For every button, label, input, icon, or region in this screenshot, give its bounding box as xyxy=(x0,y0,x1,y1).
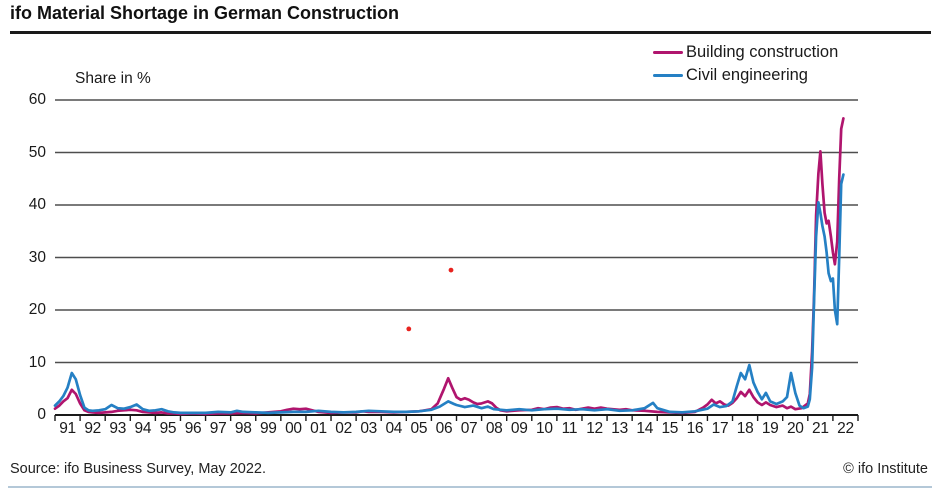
civil-engineering-line-swatch xyxy=(653,73,683,78)
copyright-note: © ifo Institute xyxy=(843,461,928,477)
x-tick-label-99: 99 xyxy=(259,420,277,437)
x-tick-label-22: 22 xyxy=(837,420,854,437)
x-tick-label-15: 15 xyxy=(661,420,679,437)
x-tick-label-11: 11 xyxy=(561,420,578,437)
x-tick-label-06: 06 xyxy=(435,420,453,437)
x-tick-label-12: 12 xyxy=(586,420,603,437)
page-title: ifo Material Shortage in German Construc… xyxy=(10,3,400,23)
legend: Building construction Civil engineering xyxy=(653,41,838,87)
source-note: Source: ifo Business Survey, May 2022. xyxy=(10,461,267,477)
legend-item-civil-engineering: Civil engineering xyxy=(653,64,838,87)
x-tick-label-05: 05 xyxy=(410,420,428,437)
x-tick-label-13: 13 xyxy=(611,420,628,437)
x-tick-label-20: 20 xyxy=(786,420,804,437)
legend-label-civil-engineering: Civil engineering xyxy=(686,66,808,84)
x-tick-label-10: 10 xyxy=(536,420,553,437)
building-construction-line-swatch xyxy=(653,50,683,55)
x-tick-label-98: 98 xyxy=(234,420,252,437)
legend-label-building-construction: Building construction xyxy=(686,43,839,61)
title-divider xyxy=(10,31,931,34)
series-line-civil-engineering xyxy=(53,173,845,415)
x-tick-label-96: 96 xyxy=(184,420,202,437)
y-tick-label-60: 60 xyxy=(28,91,46,108)
x-tick-label-93: 93 xyxy=(109,420,127,437)
x-tick-label-08: 08 xyxy=(485,420,503,437)
x-tick-label-07: 07 xyxy=(460,420,478,437)
x-tick-label-92: 92 xyxy=(84,420,101,437)
x-tick-label-14: 14 xyxy=(636,420,654,437)
y-tick-label-30: 30 xyxy=(28,248,46,266)
x-tick-label-17: 17 xyxy=(711,420,729,437)
y-tick-label-40: 40 xyxy=(28,196,46,213)
x-tick-label-00: 00 xyxy=(285,420,302,437)
legend-item-building-construction: Building construction xyxy=(653,41,838,64)
x-tick-label-21: 21 xyxy=(812,420,829,437)
x-tick-label-01: 01 xyxy=(310,420,327,437)
x-tick-label-94: 94 xyxy=(134,420,152,437)
y-axis-title: Share in % xyxy=(75,70,151,87)
y-tick-label-50: 50 xyxy=(28,143,46,161)
x-tick-label-03: 03 xyxy=(360,420,377,437)
x-tick-label-04: 04 xyxy=(385,420,403,437)
stray-red-dot xyxy=(406,326,412,332)
x-tick-label-91: 91 xyxy=(59,420,76,437)
x-tick-label-95: 95 xyxy=(159,420,177,437)
x-tick-label-97: 97 xyxy=(209,420,227,437)
y-tick-label-20: 20 xyxy=(28,301,46,318)
x-tick-label-18: 18 xyxy=(736,420,754,437)
y-tick-label-10: 10 xyxy=(28,353,46,371)
x-tick-label-09: 09 xyxy=(510,420,528,437)
x-tick-label-16: 16 xyxy=(686,420,704,437)
series-line-building-construction xyxy=(53,117,845,416)
x-tick-label-02: 02 xyxy=(335,420,352,437)
footer-divider xyxy=(8,486,932,488)
stray-red-dot xyxy=(448,267,454,273)
x-tick-label-19: 19 xyxy=(761,420,779,437)
y-tick-label-0: 0 xyxy=(37,406,46,423)
